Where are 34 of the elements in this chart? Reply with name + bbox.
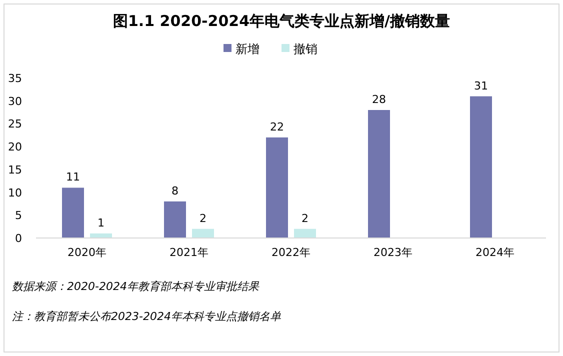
y-tick-label: 0 [15, 232, 22, 245]
data-label: 2 [302, 212, 308, 225]
x-tick-label: 2022年 [272, 246, 310, 259]
data-label: 8 [172, 184, 178, 198]
data-label: 11 [66, 170, 80, 184]
x-tick-label: 2023年 [374, 246, 412, 259]
data-label: 1 [98, 216, 104, 230]
x-tick-label: 2020年 [68, 246, 106, 259]
annotation: 注：教育部暂未公布2023-2024年本科专业点撤销名单 [12, 310, 281, 323]
bar [266, 137, 288, 238]
y-tick-label: 5 [15, 209, 22, 222]
legend-label: 新增 [236, 42, 260, 56]
bar [368, 110, 390, 238]
bar [62, 188, 84, 238]
title: 图1.1 2020-2024年电气类专业点新增/撤销数量 [113, 12, 450, 30]
y-tick-label: 10 [8, 186, 22, 200]
y-tick-label: 25 [8, 118, 22, 131]
x-tick-label: 2024年 [476, 246, 514, 259]
y-tick-label: 30 [8, 94, 22, 108]
y-tick-label: 35 [8, 72, 22, 85]
bar [470, 96, 492, 238]
x-tick-label: 2021年 [170, 246, 208, 259]
data-label: 2 [200, 212, 206, 225]
bar [294, 228, 316, 238]
bar [192, 228, 214, 238]
bar [164, 201, 186, 238]
data-label: 31 [474, 79, 488, 92]
annotation: 数据来源：2020-2024年教育部本科专业审批结果 [12, 280, 259, 293]
y-tick-label: 15 [8, 163, 22, 176]
y-tick-label: 20 [8, 140, 22, 154]
data-label: 22 [270, 120, 284, 134]
data-label: 28 [372, 93, 386, 106]
plot: 0 5 10 15 20 25 30 35 11 8 22 28 31 1 2 2 2020年 2021年 2022年 2023年 2024年 [8, 72, 546, 259]
legend-label: 撤销 [294, 42, 318, 56]
